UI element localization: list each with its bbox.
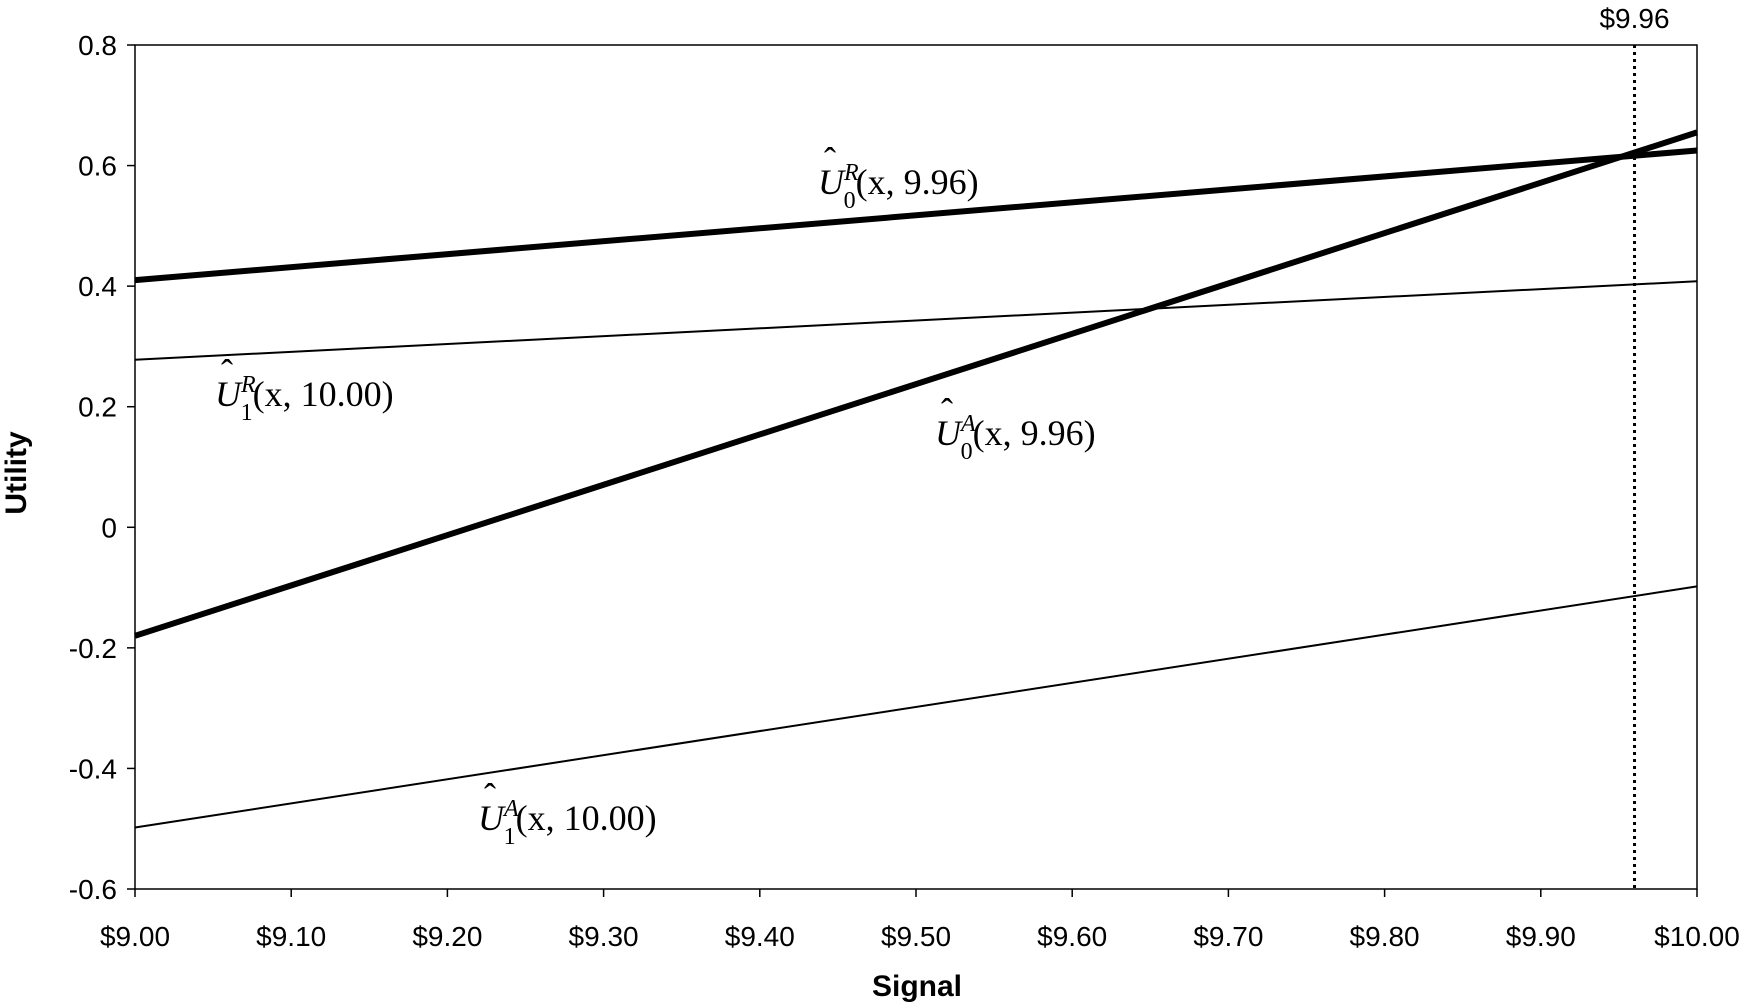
x-tick-label: $9.90 [1506,921,1576,952]
reference-line-label: $9.96 [1599,3,1669,34]
y-tick-label: 0 [101,512,117,543]
series-line-u0r [134,147,1698,284]
series-lines [134,129,1698,829]
y-axis-ticks: 0.8 0.6 0.4 0.2 0 -0.2 -0.4 -0.6 [69,30,135,905]
x-tick-label: $9.80 [1350,921,1420,952]
y-tick-label: 0.8 [78,30,117,61]
x-tick-label: $9.60 [1037,921,1107,952]
series-label-u0a: UA 0(x, 9.96) [935,411,1096,465]
y-tick-label: 0.6 [78,151,117,182]
series-line-u1r [134,280,1698,361]
x-tick-label: $10.00 [1654,921,1740,952]
x-tick-label: $9.70 [1193,921,1263,952]
y-axis-title: Utility [0,431,33,515]
series-label-hat: ˆ [484,776,496,816]
series-line-u0a [134,129,1698,639]
y-tick-label: 0.2 [78,392,117,423]
series-label-hat: ˆ [824,140,836,180]
series-label-u1r: UR 1(x, 10.00) [215,372,394,426]
y-tick-label: -0.4 [69,753,117,784]
series-label-hat: ˆ [941,391,953,431]
series-label-u1a: UA 1(x, 10.00) [478,796,657,850]
x-tick-label: $9.20 [412,921,482,952]
x-tick-label: $9.00 [100,921,170,952]
series-labels: UR 0(x, 9.96)ˆUR 1(x, 10.00)ˆUA 0(x, 9.96)ˆ… [215,140,1096,850]
series-label-u0r: UR 0(x, 9.96) [818,160,979,214]
series-label-hat: ˆ [221,352,233,392]
x-tick-label: $9.30 [569,921,639,952]
x-tick-label: $9.40 [725,921,795,952]
y-tick-label: 0.4 [78,271,117,302]
y-tick-label: -0.2 [69,633,117,664]
series-line-u1a [134,585,1698,829]
x-tick-label: $9.10 [256,921,326,952]
x-axis-title: Signal [872,970,962,1003]
y-tick-label: -0.6 [69,874,117,905]
reference-line-group: $9.96 [1599,3,1670,889]
x-axis-ticks: $9.00 $9.10 $9.20 $9.30 $9.40 $9.50 $9.60 $9.70… [100,889,1740,952]
x-tick-label: $9.50 [881,921,951,952]
